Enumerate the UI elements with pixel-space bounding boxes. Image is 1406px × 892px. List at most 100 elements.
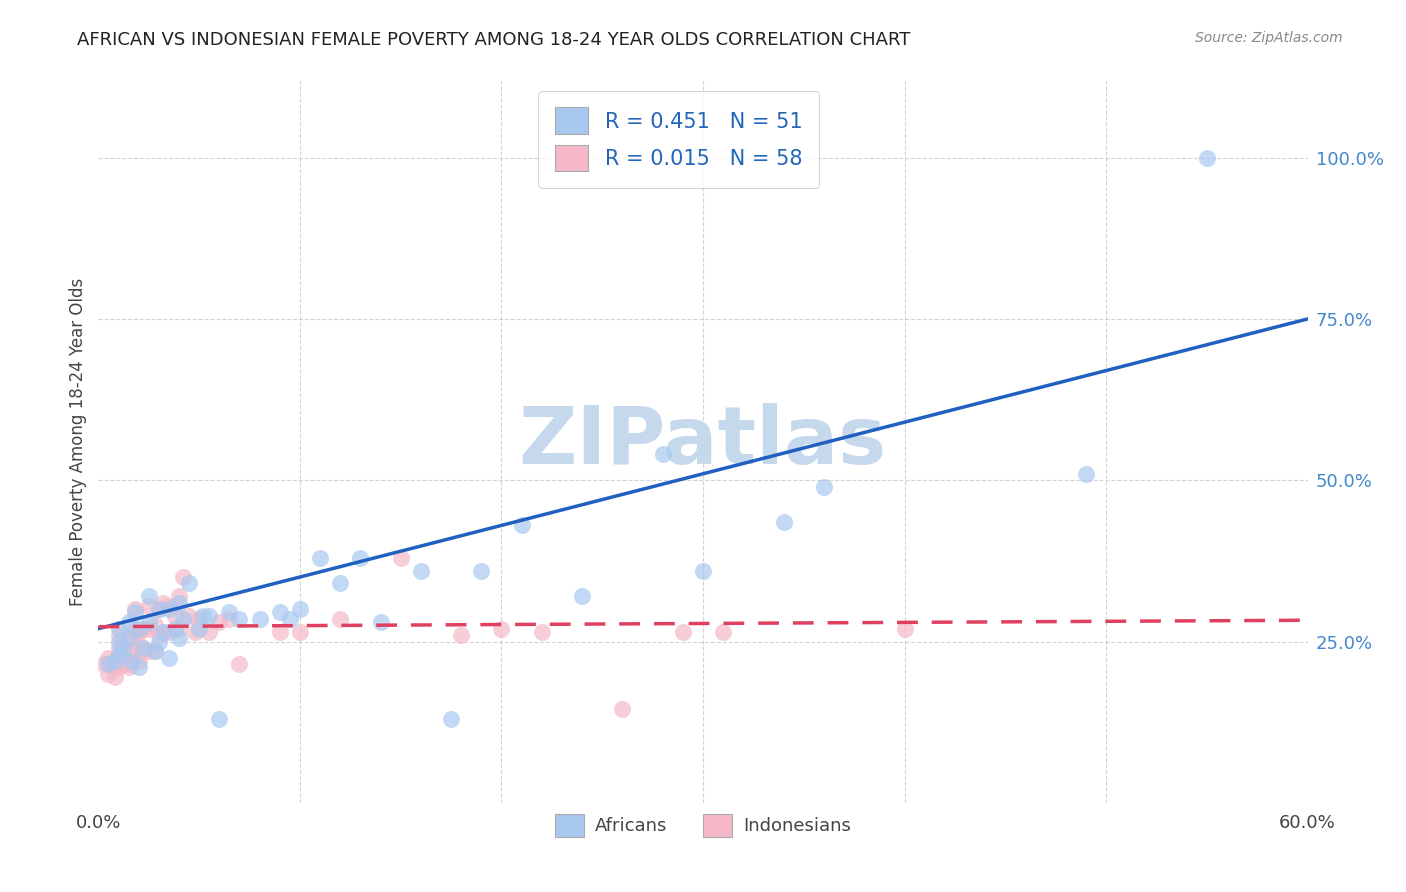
Point	[184, 624, 207, 639]
Point	[172, 570, 194, 584]
Point	[138, 590, 160, 604]
Point	[138, 644, 160, 658]
Point	[148, 602, 170, 616]
Point	[218, 612, 240, 626]
Point	[107, 648, 129, 662]
Point	[440, 712, 463, 726]
Point	[111, 657, 134, 672]
Point	[167, 596, 190, 610]
Point	[510, 518, 533, 533]
Point	[111, 632, 134, 646]
Point	[97, 666, 120, 681]
Point	[143, 618, 166, 632]
Point	[138, 622, 160, 636]
Point	[172, 612, 194, 626]
Point	[107, 628, 129, 642]
Point	[193, 608, 215, 623]
Point	[138, 599, 160, 613]
Point	[672, 624, 695, 639]
Point	[120, 657, 142, 672]
Point	[711, 624, 734, 639]
Point	[118, 648, 141, 662]
Point	[1195, 151, 1218, 165]
Point	[120, 654, 142, 668]
Point	[288, 602, 311, 616]
Point	[157, 602, 180, 616]
Point	[893, 622, 915, 636]
Point	[491, 622, 513, 636]
Point	[103, 670, 125, 684]
Point	[128, 638, 150, 652]
Point	[208, 712, 231, 726]
Y-axis label: Female Poverty Among 18-24 Year Olds: Female Poverty Among 18-24 Year Olds	[69, 277, 87, 606]
Point	[103, 654, 125, 668]
Point	[128, 624, 150, 639]
Point	[124, 606, 146, 620]
Point	[128, 660, 150, 674]
Point	[167, 590, 190, 604]
Point	[101, 660, 124, 674]
Point	[188, 622, 211, 636]
Point	[198, 608, 221, 623]
Point	[107, 648, 129, 662]
Text: ZIPatlas: ZIPatlas	[519, 402, 887, 481]
Point	[148, 602, 170, 616]
Point	[157, 624, 180, 639]
Point	[288, 624, 311, 639]
Point	[132, 644, 155, 658]
Point	[278, 612, 301, 626]
Point	[152, 596, 174, 610]
Point	[124, 602, 146, 616]
Point	[97, 650, 120, 665]
Point	[692, 564, 714, 578]
Point	[157, 650, 180, 665]
Point	[111, 644, 134, 658]
Point	[228, 657, 250, 672]
Point	[138, 615, 160, 630]
Point	[107, 622, 129, 636]
Point	[571, 590, 593, 604]
Point	[329, 612, 352, 626]
Point	[772, 515, 794, 529]
Point	[118, 615, 141, 630]
Point	[132, 640, 155, 655]
Point	[124, 622, 146, 636]
Point	[111, 640, 134, 655]
Point	[409, 564, 432, 578]
Point	[124, 644, 146, 658]
Point	[450, 628, 472, 642]
Point	[152, 624, 174, 639]
Point	[93, 657, 115, 672]
Point	[148, 628, 170, 642]
Point	[1074, 467, 1097, 481]
Point	[103, 654, 125, 668]
Point	[349, 550, 371, 565]
Point	[329, 576, 352, 591]
Point	[107, 640, 129, 655]
Point	[128, 654, 150, 668]
Point	[530, 624, 553, 639]
Point	[107, 660, 129, 674]
Legend: Africans, Indonesians: Africans, Indonesians	[548, 806, 858, 845]
Text: AFRICAN VS INDONESIAN FEMALE POVERTY AMONG 18-24 YEAR OLDS CORRELATION CHART: AFRICAN VS INDONESIAN FEMALE POVERTY AMO…	[77, 31, 911, 49]
Point	[163, 622, 186, 636]
Point	[813, 480, 835, 494]
Point	[97, 657, 120, 672]
Point	[118, 660, 141, 674]
Point	[118, 632, 141, 646]
Point	[188, 612, 211, 626]
Point	[128, 622, 150, 636]
Point	[132, 622, 155, 636]
Point	[198, 624, 221, 639]
Point	[148, 634, 170, 648]
Point	[157, 599, 180, 613]
Point	[389, 550, 412, 565]
Point	[107, 634, 129, 648]
Point	[163, 608, 186, 623]
Point	[167, 632, 190, 646]
Point	[179, 576, 201, 591]
Point	[143, 644, 166, 658]
Point	[651, 447, 673, 461]
Point	[249, 612, 271, 626]
Point	[612, 702, 634, 716]
